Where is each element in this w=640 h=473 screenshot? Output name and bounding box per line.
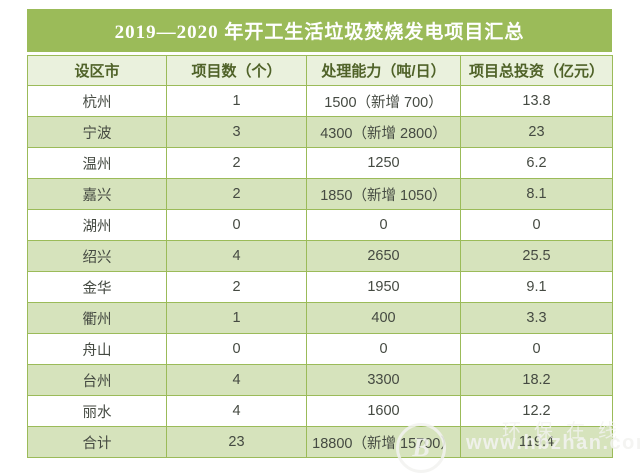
table-row: 丽水 4 1600 12.2: [27, 395, 613, 427]
table-cell: 119.4: [460, 426, 613, 458]
table-row: 台州 4 3300 18.2: [27, 364, 613, 396]
table-cell: 台州: [27, 364, 167, 396]
table-cell: 3.3: [460, 302, 613, 334]
table-cell: 23: [166, 426, 307, 458]
table-row: 湖州 0 0 0: [27, 209, 613, 241]
table-cell: 8.1: [460, 178, 613, 210]
table-row: 金华 2 1950 9.1: [27, 271, 613, 303]
table-row: 衢州 1 400 3.3: [27, 302, 613, 334]
table-cell: 0: [306, 333, 461, 365]
table-cell: 9.1: [460, 271, 613, 303]
table-cell: 2: [166, 271, 307, 303]
table-cell: 1500（新增 700）: [306, 85, 461, 117]
table-cell: 杭州: [27, 85, 167, 117]
summary-table-panel: 2019—2020 年开工生活垃圾焚烧发电项目汇总 设区市 项目数（个） 处理能力（…: [27, 9, 613, 458]
table-cell: 合计: [27, 426, 167, 458]
table-cell: 2: [166, 147, 307, 179]
table-cell: 25.5: [460, 240, 613, 272]
table-cell: 1600: [306, 395, 461, 427]
table-cell: 18.2: [460, 364, 613, 396]
table-cell: 4: [166, 240, 307, 272]
table-cell: 丽水: [27, 395, 167, 427]
table-cell: 1850（新增 1050）: [306, 178, 461, 210]
table-cell: 4300（新增 2800）: [306, 116, 461, 148]
table-title: 2019—2020 年开工生活垃圾焚烧发电项目汇总: [27, 9, 612, 52]
table-row: 嘉兴 2 1850（新增 1050） 8.1: [27, 178, 613, 210]
table-header-row: 设区市 项目数（个） 处理能力（吨/日） 项目总投资（亿元）: [27, 55, 613, 86]
column-header: 设区市: [27, 55, 167, 86]
table-cell: 400: [306, 302, 461, 334]
table-cell: 1250: [306, 147, 461, 179]
table-cell: 金华: [27, 271, 167, 303]
table-row: 合计 23 18800（新增 15700） 119.4: [27, 426, 613, 458]
table-cell: 3: [166, 116, 307, 148]
table-row: 温州 2 1250 6.2: [27, 147, 613, 179]
table-cell: 温州: [27, 147, 167, 179]
column-header: 项目总投资（亿元）: [460, 55, 613, 86]
table-cell: 6.2: [460, 147, 613, 179]
table-cell: 4: [166, 364, 307, 396]
table-cell: 13.8: [460, 85, 613, 117]
table-cell: 3300: [306, 364, 461, 396]
table-cell: 1: [166, 302, 307, 334]
table-row: 绍兴 4 2650 25.5: [27, 240, 613, 272]
table-cell: 宁波: [27, 116, 167, 148]
table-row: 舟山 0 0 0: [27, 333, 613, 365]
table-cell: 舟山: [27, 333, 167, 365]
table-cell: 湖州: [27, 209, 167, 241]
table-cell: 1950: [306, 271, 461, 303]
table-cell: 2650: [306, 240, 461, 272]
table-cell: 18800（新增 15700）: [306, 426, 461, 458]
table-cell: 0: [166, 333, 307, 365]
projects-table: 设区市 项目数（个） 处理能力（吨/日） 项目总投资（亿元） 杭州 1 1500（新增 7…: [27, 55, 613, 458]
table-cell: 0: [166, 209, 307, 241]
table-cell: 4: [166, 395, 307, 427]
table-row: 宁波 3 4300（新增 2800） 23: [27, 116, 613, 148]
table-cell: 2: [166, 178, 307, 210]
column-header: 项目数（个）: [166, 55, 307, 86]
column-header: 处理能力（吨/日）: [306, 55, 461, 86]
table-cell: 12.2: [460, 395, 613, 427]
table-cell: 0: [460, 209, 613, 241]
table-cell: 衢州: [27, 302, 167, 334]
table-cell: 嘉兴: [27, 178, 167, 210]
table-row: 杭州 1 1500（新增 700） 13.8: [27, 85, 613, 117]
table-cell: 23: [460, 116, 613, 148]
table-cell: 绍兴: [27, 240, 167, 272]
table-cell: 1: [166, 85, 307, 117]
table-cell: 0: [460, 333, 613, 365]
table-cell: 0: [306, 209, 461, 241]
